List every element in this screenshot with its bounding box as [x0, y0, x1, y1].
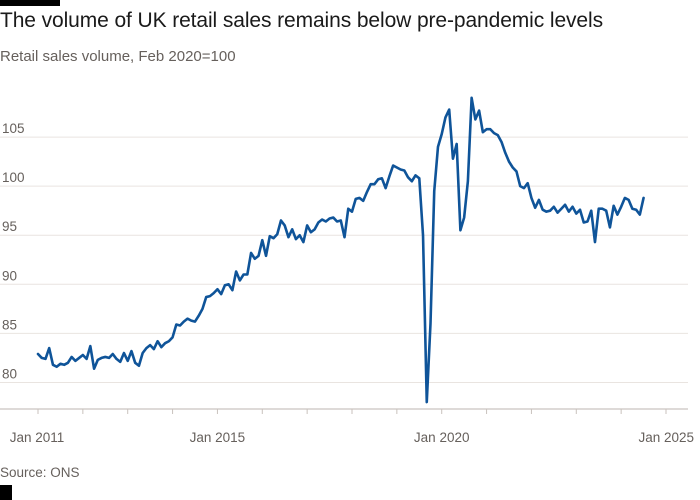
y-tick-label: 85 — [2, 317, 17, 332]
y-tick-label: 95 — [2, 219, 17, 234]
gridlines — [0, 136, 688, 383]
x-tick-label: Jan 2015 — [190, 430, 246, 445]
y-tick-label: 80 — [2, 366, 17, 381]
brand-top-bar — [0, 0, 60, 6]
brand-corner-mark — [0, 485, 12, 500]
chart-source: Source: ONS — [0, 465, 80, 480]
y-tick-label: 90 — [2, 268, 17, 283]
x-axis — [0, 408, 688, 414]
x-tick-label: Jan 2020 — [414, 430, 470, 445]
x-tick-label: Jan 2011 — [10, 430, 65, 445]
y-tick-label: 105 — [2, 121, 25, 136]
series — [36, 96, 645, 404]
y-axis-labels: 80 85 90 95 100 105 — [2, 121, 25, 381]
y-tick-label: 100 — [2, 170, 25, 185]
chart-title: The volume of UK retail sales remains be… — [0, 9, 603, 32]
x-axis-labels: Jan 2011 Jan 2015 Jan 2020 Jan 2025 — [10, 430, 694, 445]
chart-subtitle: Retail sales volume, Feb 2020=100 — [0, 48, 236, 65]
x-tick-label: Jan 2025 — [638, 430, 694, 445]
series-line-retail-sales-volume — [36, 96, 645, 404]
